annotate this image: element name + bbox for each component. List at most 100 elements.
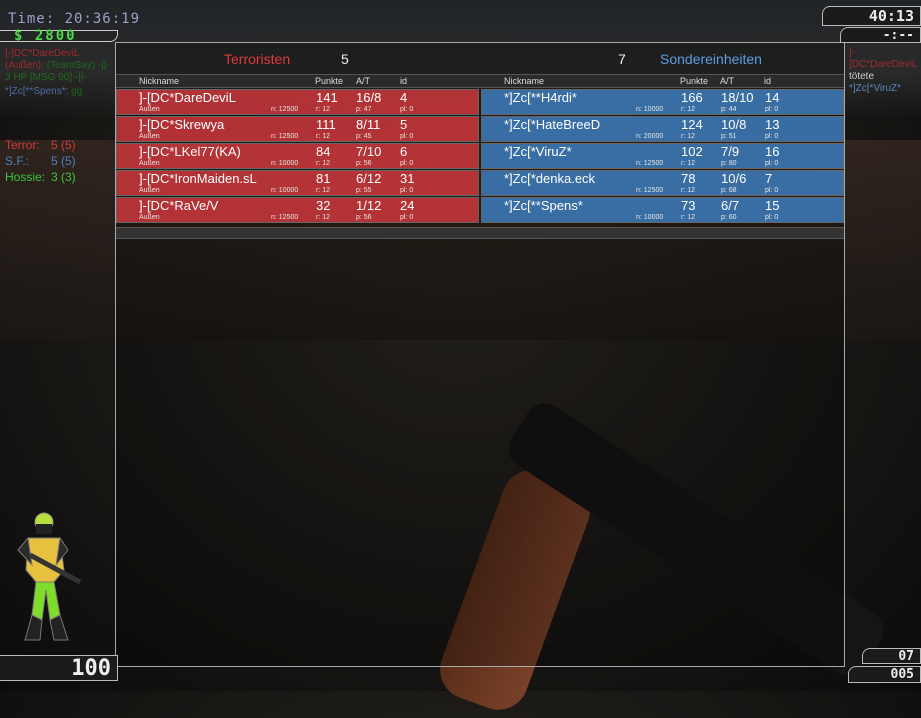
player-armor-icon: [17, 512, 82, 641]
player-id: 16: [765, 144, 780, 159]
chat-sender: ]-[DC*DareDeviL: [5, 48, 80, 59]
player-r: r: 12: [681, 187, 696, 194]
stat-label: S.F.:: [5, 154, 30, 168]
round-timer: 40:13: [822, 6, 921, 26]
player-row: ]-[DC*RaVe/V Außen n: 12500 32 r: 12 1/12 p: 5…: [116, 197, 479, 223]
bomb-timer: -:--: [840, 27, 921, 43]
player-money: n: 20000: [636, 133, 664, 140]
player-nickname: *]Zc[**Spens*: [504, 198, 583, 213]
player-id: 15: [765, 198, 780, 213]
player-kills-deaths: 6/12: [356, 171, 382, 186]
player-nickname: ]-[DC*RaVe/V: [139, 198, 219, 213]
player-id: 24: [400, 198, 415, 213]
player-ping: p: 51: [721, 133, 737, 140]
header-nickname: Nickname: [504, 76, 545, 86]
player-money: n: 10000: [636, 214, 664, 221]
player-money: n: 12500: [271, 133, 299, 140]
team-count-terror: Terror: 5 (5): [5, 138, 76, 152]
player-location: Außen: [139, 214, 160, 221]
player-money: n: 12500: [636, 187, 664, 194]
chat-location: (Außen):: [5, 60, 44, 71]
player-row: *]Zc[**H4rdi* n: 10000 166 r: 12 18/10 p: 44 1…: [481, 89, 844, 115]
team-score-sf: 7: [618, 51, 626, 67]
player-loss: pl: 0: [765, 160, 779, 167]
player-nickname: ]-[DC*DareDeviL: [139, 90, 236, 105]
player-points: 73: [681, 198, 696, 213]
player-money: n: 12500: [271, 106, 299, 113]
player-ping: p: 68: [721, 187, 737, 194]
player-loss: pl: 0: [765, 106, 779, 113]
player-points: 81: [316, 171, 331, 186]
chat-message: (TeamSay) -||- 3 HP [MSG 90] -||-: [5, 60, 110, 83]
player-kills-deaths: 16/8: [356, 90, 382, 105]
player-loss: pl: 0: [400, 214, 414, 221]
player-r: r: 12: [681, 160, 696, 167]
player-nickname: *]Zc[*denka.eck: [504, 171, 596, 186]
player-money: n: 10000: [636, 106, 664, 113]
header-id: id: [400, 76, 408, 86]
player-money: n: 12500: [271, 214, 299, 221]
player-location: Außen: [139, 133, 160, 140]
ammo-reserve: 005: [848, 666, 921, 683]
player-nickname: *]Zc[*HateBreeD: [504, 117, 601, 132]
player-row: *]Zc[*denka.eck n: 12500 78 r: 12 10/6 p: 68 7…: [481, 170, 844, 196]
player-points: 102: [681, 144, 703, 159]
player-r: r: 12: [681, 106, 696, 113]
money-frame: [0, 30, 118, 42]
player-location: Außen: [139, 106, 160, 113]
player-r: r: 12: [316, 187, 331, 194]
chat-line: *]Zc[**Spens*: gg: [5, 86, 111, 98]
header-points: Punkte: [315, 76, 344, 86]
player-nickname: ]-[DC*Skrewya: [139, 117, 225, 132]
health-display: 100: [0, 655, 118, 681]
clock: Time: 20:36:19: [8, 11, 141, 27]
sf-list: *]Zc[**H4rdi* n: 10000 166 r: 12 18/10 p: 44 1…: [481, 89, 844, 224]
player-points: 141: [316, 90, 338, 105]
player-id: 6: [400, 144, 408, 159]
scoreboard: Terroristen 5 7 Sondereinheiten Nickname…: [115, 42, 845, 667]
player-row: *]Zc[*HateBreeD n: 20000 124 r: 12 10/8 p: 51…: [481, 116, 844, 142]
stat-value: 3 (3): [51, 170, 76, 184]
killfeed-victim: *]Zc[*ViruZ*: [849, 83, 902, 94]
player-points: 166: [681, 90, 703, 105]
player-kills-deaths: 10/8: [721, 117, 747, 132]
scoreboard-footer: [116, 227, 844, 239]
ammo-clip: 07: [862, 648, 921, 664]
terrorist-list: ]-[DC*DareDeviL Außen n: 12500 141 r: 12 16/8…: [116, 89, 479, 224]
player-id: 13: [765, 117, 780, 132]
player-ping: p: 45: [356, 133, 372, 140]
player-row: ]-[DC*LKel77(KA) Außen n: 10000 84 r: 12 7/10…: [116, 143, 479, 169]
player-money: n: 10000: [271, 187, 299, 194]
column-headers: Nickname Punkte A/T id Nickname Punkte A…: [116, 74, 844, 88]
player-kills-deaths: 1/12: [356, 198, 382, 213]
player-loss: pl: 0: [765, 133, 779, 140]
player-row: ]-[DC*IronMaiden.sL Außen n: 10000 81 r: 12 6…: [116, 170, 479, 196]
money: $ 2800: [14, 28, 77, 44]
player-nickname: *]Zc[*ViruZ*: [504, 144, 572, 159]
stat-value: 5 (5): [51, 138, 76, 152]
stat-label: Hossie:: [5, 170, 46, 184]
player-money: n: 10000: [271, 160, 299, 167]
chat-message: gg: [71, 86, 83, 97]
header-points: Punkte: [680, 76, 709, 86]
player-ping: p: 55: [356, 187, 372, 194]
header-nickname: Nickname: [139, 76, 180, 86]
chat-line: ]-[DC*DareDeviL (Außen): (TeamSay) -||- …: [5, 48, 111, 84]
player-ping: p: 56: [356, 160, 372, 167]
player-ping: p: 60: [721, 214, 737, 221]
player-row: *]Zc[*ViruZ* n: 12500 102 r: 12 7/9 p: 80 16 pl…: [481, 143, 844, 169]
stat-label: Terror:: [5, 138, 40, 152]
player-id: 7: [765, 171, 773, 186]
player-row: *]Zc[**Spens* n: 10000 73 r: 12 6/7 p: 60 15 pl…: [481, 197, 844, 223]
player-kills-deaths: 18/10: [721, 90, 754, 105]
player-money: n: 12500: [636, 160, 664, 167]
player-id: 4: [400, 90, 408, 105]
player-nickname: ]-[DC*LKel77(KA): [139, 144, 241, 159]
player-ping: p: 47: [356, 106, 372, 113]
team-count-sf: S.F.: 5 (5): [5, 154, 76, 168]
player-row: ]-[DC*Skrewya Außen n: 12500 111 r: 12 8/11 p:…: [116, 116, 479, 142]
player-loss: pl: 0: [400, 160, 414, 167]
stat-value: 5 (5): [51, 154, 76, 168]
killfeed-killer: ]-[DC*DareDeviL: [849, 47, 917, 70]
player-points: 84: [316, 144, 331, 159]
